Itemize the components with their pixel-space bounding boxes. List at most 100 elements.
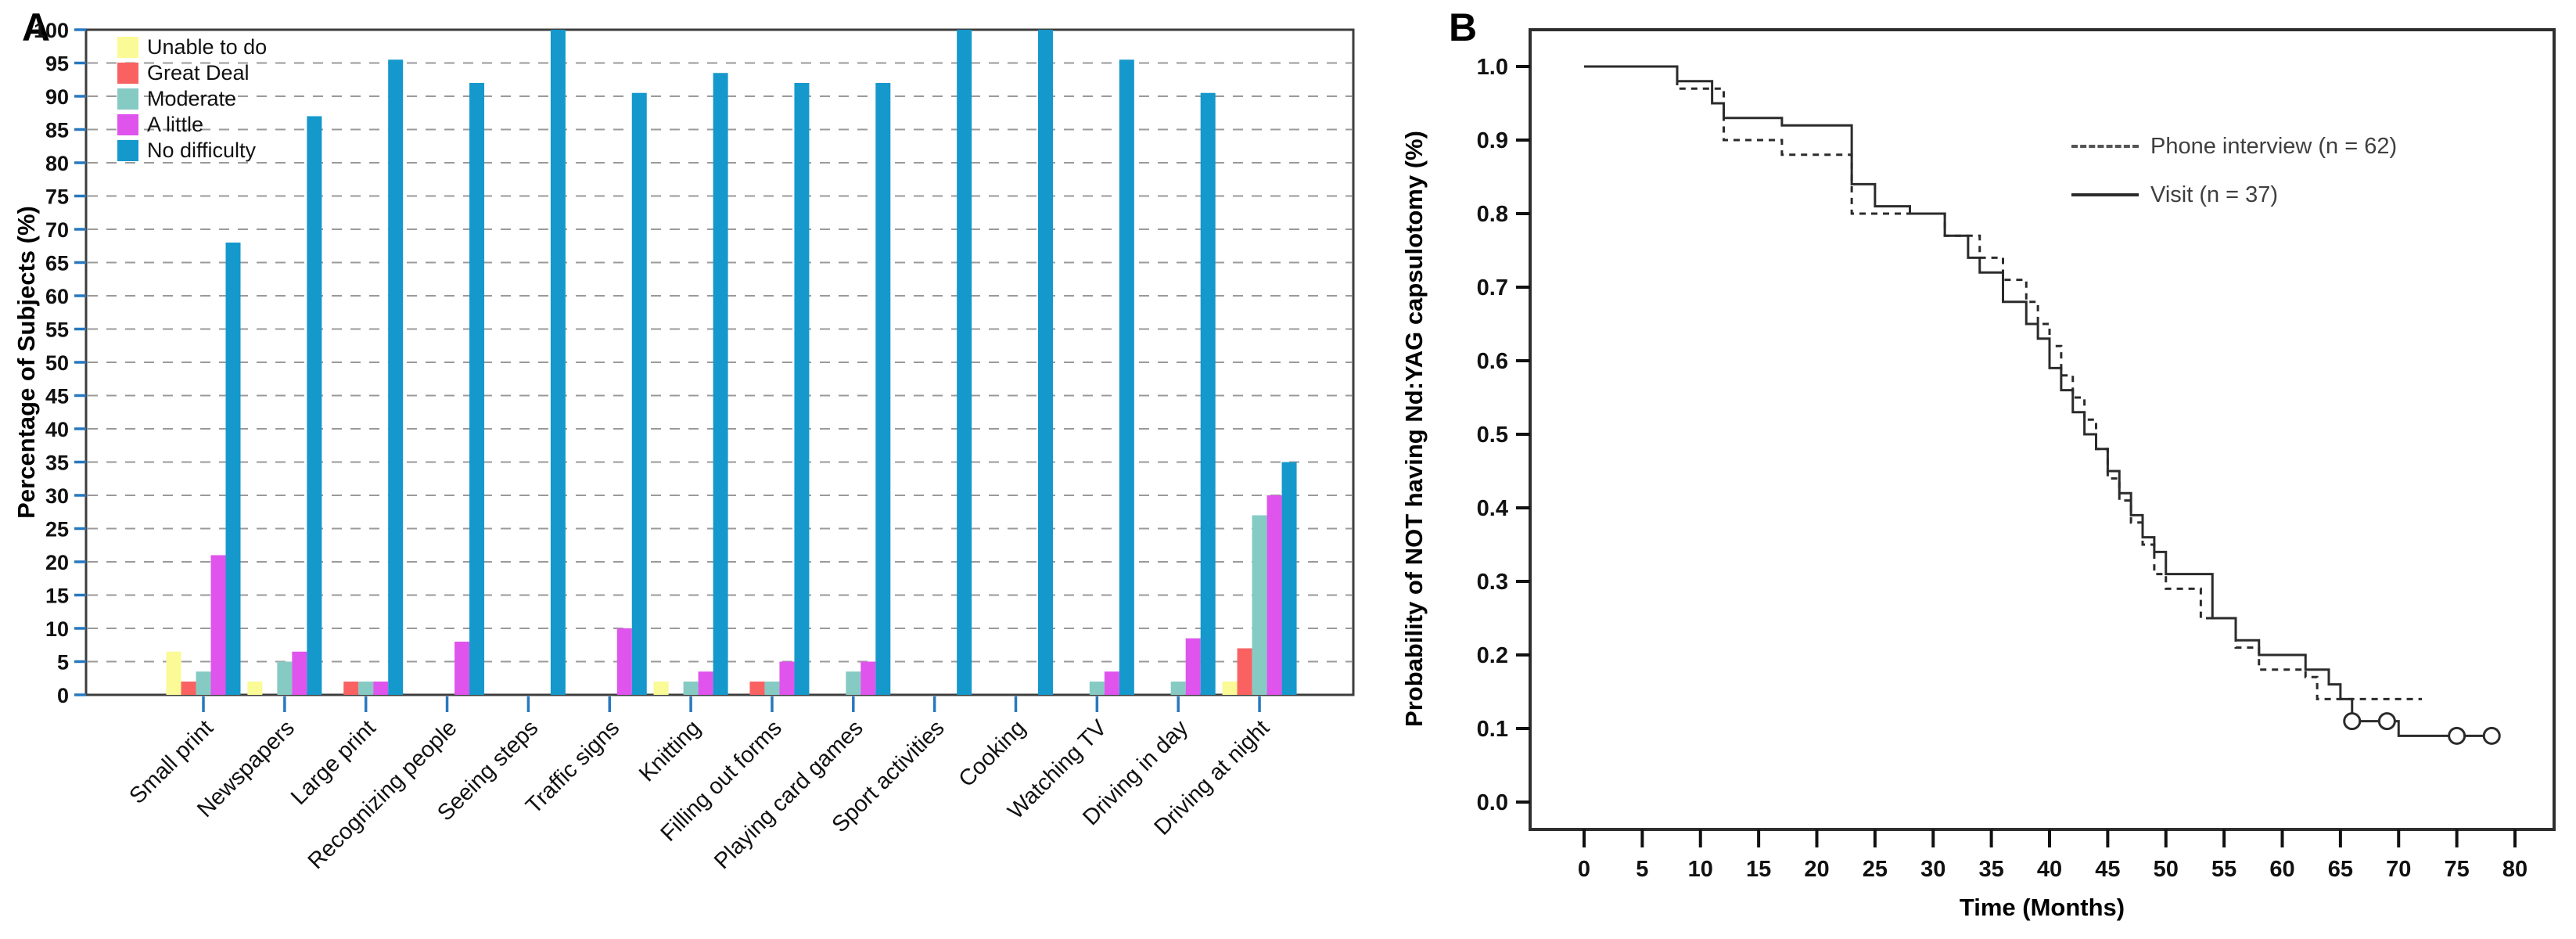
bar bbox=[846, 671, 861, 695]
y-tick-label: 55 bbox=[45, 318, 69, 342]
y-tick-label: 45 bbox=[45, 385, 69, 408]
censor-mark bbox=[2482, 726, 2501, 745]
y-tick-label: 70 bbox=[45, 218, 69, 242]
bar bbox=[860, 661, 876, 695]
bar bbox=[794, 83, 810, 695]
y-tick-label: 90 bbox=[45, 85, 69, 109]
bar bbox=[181, 682, 196, 695]
bar bbox=[1089, 682, 1105, 695]
legend-item: A little bbox=[117, 112, 267, 138]
y-tick-label: 0.4 bbox=[1477, 496, 1508, 521]
y-tick-label: 0.2 bbox=[1477, 643, 1508, 668]
y-tick-label: 0 bbox=[57, 684, 69, 707]
bar bbox=[454, 642, 470, 695]
bar bbox=[616, 628, 632, 695]
bar bbox=[1252, 515, 1267, 695]
bar bbox=[1038, 30, 1053, 695]
panel-b-label: B bbox=[1449, 5, 1478, 49]
dashed-line-sample bbox=[2071, 145, 2139, 148]
y-tick-label: 30 bbox=[45, 484, 69, 508]
y-tick-label: 50 bbox=[45, 351, 69, 375]
legend-item: Unable to do bbox=[117, 34, 267, 60]
legend-label: No difficulty bbox=[147, 139, 257, 162]
bar bbox=[764, 682, 780, 695]
bar bbox=[210, 555, 226, 695]
bar bbox=[1185, 638, 1201, 695]
x-tick-label: 0 bbox=[1578, 857, 1590, 882]
bar bbox=[1104, 671, 1119, 695]
legend-swatch-a-little bbox=[117, 114, 138, 135]
y-tick-label: 0.8 bbox=[1477, 202, 1508, 227]
y-tick-label: 15 bbox=[45, 585, 69, 608]
y-tick-label: 10 bbox=[45, 617, 69, 641]
x-tick-label: 5 bbox=[1636, 857, 1648, 882]
legend-label: Great Deal bbox=[147, 61, 250, 85]
bar bbox=[1200, 92, 1216, 695]
legend-swatch-no-difficulty bbox=[117, 140, 138, 161]
x-tick-label: 10 bbox=[1688, 857, 1713, 882]
x-tick-label: 45 bbox=[2095, 857, 2120, 882]
panel-b-legend: Phone interview (n = 62) Visit (n = 37) bbox=[2071, 122, 2397, 219]
bar bbox=[343, 682, 359, 695]
y-tick-label: 40 bbox=[45, 418, 69, 441]
x-tick-label: 55 bbox=[2211, 857, 2236, 882]
y-tick-label: 25 bbox=[45, 518, 69, 541]
bar bbox=[1266, 495, 1282, 695]
legend-label: Phone interview (n = 62) bbox=[2150, 133, 2398, 159]
y-tick-label: 60 bbox=[45, 285, 69, 308]
legend-item: No difficulty bbox=[117, 138, 267, 164]
legend-swatch-great-deal bbox=[117, 63, 138, 84]
legend-item: Phone interview (n = 62) bbox=[2071, 122, 2397, 171]
legend-label: A little bbox=[147, 113, 204, 136]
bar bbox=[957, 30, 972, 695]
legend-item: Visit (n = 37) bbox=[2071, 171, 2397, 219]
bar bbox=[277, 661, 293, 695]
y-tick-label: 65 bbox=[45, 252, 69, 275]
y-tick-label: 0.9 bbox=[1477, 128, 1508, 153]
y-tick-label: 100 bbox=[34, 19, 69, 42]
bar bbox=[1222, 682, 1238, 695]
bar bbox=[373, 682, 389, 695]
bar bbox=[550, 30, 566, 695]
x-tick-label: 35 bbox=[1978, 857, 2003, 882]
legend-item: Moderate bbox=[117, 86, 267, 112]
bar bbox=[713, 73, 728, 695]
y-tick-label: 0.3 bbox=[1477, 570, 1508, 595]
x-tick-label: 60 bbox=[2269, 857, 2294, 882]
panel-a-label: A bbox=[22, 5, 51, 49]
legend-label: Moderate bbox=[147, 87, 237, 110]
legend-label: Visit (n = 37) bbox=[2150, 182, 2279, 207]
bar bbox=[698, 671, 713, 695]
bar bbox=[196, 671, 211, 695]
bar bbox=[875, 83, 891, 695]
bar bbox=[292, 651, 307, 695]
x-tick-label: 80 bbox=[2502, 857, 2527, 882]
bar bbox=[469, 83, 485, 695]
legend-swatch-unable bbox=[117, 37, 138, 58]
legend-label: Unable to do bbox=[147, 35, 268, 59]
x-tick-label: 20 bbox=[1804, 857, 1829, 882]
bar bbox=[1119, 59, 1134, 695]
bar bbox=[307, 116, 322, 695]
y-tick-label: 75 bbox=[45, 185, 69, 209]
bar bbox=[166, 651, 181, 695]
y-tick-label: 95 bbox=[45, 52, 69, 76]
y-tick-label: 0.1 bbox=[1477, 717, 1508, 742]
y-tick-label: 80 bbox=[45, 152, 69, 175]
x-axis-title: Time (Months) bbox=[1960, 894, 2125, 921]
y-tick-label: 85 bbox=[45, 119, 69, 142]
x-tick-label: 15 bbox=[1746, 857, 1771, 882]
bar bbox=[388, 59, 404, 695]
y-tick-label: 0.7 bbox=[1477, 275, 1508, 300]
bar bbox=[653, 682, 669, 695]
x-tick-label: 50 bbox=[2154, 857, 2179, 882]
bar bbox=[247, 682, 263, 695]
legend-item: Great Deal bbox=[117, 60, 267, 86]
solid-line-sample bbox=[2071, 193, 2139, 196]
bar bbox=[1281, 462, 1297, 695]
y-tick-label: 0.6 bbox=[1477, 349, 1508, 374]
x-tick-label: 75 bbox=[2444, 857, 2469, 882]
bar bbox=[749, 682, 765, 695]
